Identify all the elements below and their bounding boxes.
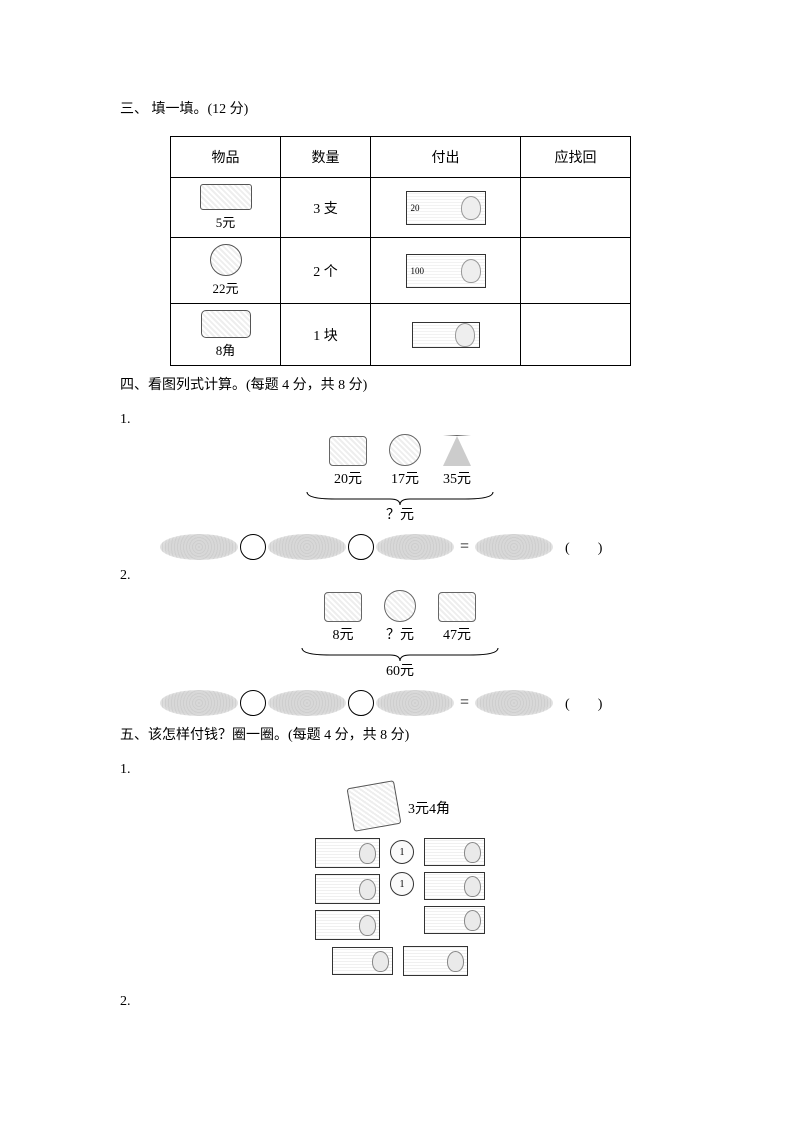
- blank-blob[interactable]: [376, 534, 454, 560]
- th-change: 应找回: [521, 137, 631, 178]
- qty-cell: 3 支: [281, 178, 371, 238]
- banknote-icon[interactable]: [315, 874, 380, 904]
- equation-row[interactable]: = ( ): [160, 534, 680, 560]
- banknote-100-icon: 100: [406, 254, 486, 288]
- burger-icon: [384, 590, 416, 622]
- price-label: 20元: [329, 468, 367, 488]
- fill-table: 物品 数量 付出 应找回 5元 3 支 20 22元 2: [170, 136, 631, 366]
- banknote-20-icon: 20: [406, 191, 486, 225]
- price-label: 47元: [438, 624, 476, 644]
- q4-2-items: 8元 ？元 47元: [120, 590, 680, 644]
- blank-blob[interactable]: [268, 690, 346, 716]
- book-icon: [347, 780, 402, 832]
- book-price: 3元4角: [408, 798, 450, 818]
- banknote-small-icon: [412, 322, 480, 348]
- blank-blob[interactable]: [160, 690, 238, 716]
- umbrella-icon: [443, 435, 471, 466]
- operator-blank[interactable]: [240, 690, 266, 716]
- portrait-icon: [455, 323, 475, 347]
- item-price: 8角: [175, 340, 276, 359]
- ball-icon: [210, 244, 242, 276]
- q5-1-number: 1.: [120, 762, 680, 778]
- q5-2-number: 2.: [120, 994, 680, 1010]
- blank-blob[interactable]: [475, 690, 553, 716]
- glasses-icon: [329, 436, 367, 466]
- equation-row[interactable]: = ( ): [160, 690, 680, 716]
- price-label: 8元: [324, 624, 362, 644]
- toothpaste-icon: [200, 184, 252, 210]
- banknote-icon[interactable]: [424, 872, 485, 900]
- equals-sign: =: [456, 538, 473, 556]
- operator-blank[interactable]: [348, 534, 374, 560]
- price-label: 35元: [443, 468, 471, 488]
- q4-1-number: 1.: [120, 412, 680, 428]
- blank-blob[interactable]: [160, 534, 238, 560]
- equals-sign: =: [456, 694, 473, 712]
- portrait-icon: [461, 196, 481, 220]
- banknote-icon[interactable]: [403, 946, 468, 976]
- bill-value: 20: [411, 203, 420, 213]
- table-row: 22元 2 个 100: [171, 238, 631, 304]
- portrait-icon: [461, 259, 481, 283]
- section-5-title: 五、该怎样付钱？圈一圈。(每题 4 分，共 8 分): [120, 724, 680, 744]
- unknown-label: ？元: [120, 504, 680, 524]
- coin-1-icon[interactable]: 1: [390, 872, 414, 896]
- table-row: 8角 1 块: [171, 304, 631, 366]
- blank-blob[interactable]: [475, 534, 553, 560]
- table-row: 5元 3 支 20: [171, 178, 631, 238]
- operator-blank[interactable]: [240, 534, 266, 560]
- q4-1-items: 20元 17元 35元: [120, 434, 680, 488]
- bill-value: 100: [411, 266, 425, 276]
- item-price: 22元: [175, 278, 276, 297]
- banknote-icon[interactable]: [315, 910, 380, 940]
- backpack-icon: [438, 592, 476, 622]
- blank-blob[interactable]: [268, 534, 346, 560]
- operator-blank[interactable]: [348, 690, 374, 716]
- banknote-icon[interactable]: [332, 947, 393, 975]
- unit-paren[interactable]: ( ): [565, 693, 602, 713]
- qty-cell: 2 个: [281, 238, 371, 304]
- unit-paren[interactable]: ( ): [565, 537, 602, 557]
- blank-blob[interactable]: [376, 690, 454, 716]
- pencilcase-icon: [324, 592, 362, 622]
- th-paid: 付出: [371, 137, 521, 178]
- qty-cell: 1 块: [281, 304, 371, 366]
- total-label: 60元: [120, 660, 680, 680]
- q4-2-number: 2.: [120, 568, 680, 584]
- banknote-icon[interactable]: [315, 838, 380, 868]
- change-cell[interactable]: [521, 178, 631, 238]
- section-3-title: 三、 填一填。(12 分): [120, 98, 680, 118]
- change-cell[interactable]: [521, 304, 631, 366]
- th-qty: 数量: [281, 137, 371, 178]
- banknote-icon[interactable]: [424, 906, 485, 934]
- section-4-title: 四、看图列式计算。(每题 4 分，共 8 分): [120, 374, 680, 394]
- coin-1-icon[interactable]: 1: [390, 840, 414, 864]
- flower-icon: [389, 434, 421, 466]
- banknote-icon[interactable]: [424, 838, 485, 866]
- item-price: 5元: [175, 212, 276, 231]
- th-item: 物品: [171, 137, 281, 178]
- price-label: 17元: [389, 468, 421, 488]
- money-options[interactable]: 1 1: [120, 838, 680, 940]
- change-cell[interactable]: [521, 238, 631, 304]
- price-label: ？元: [384, 624, 416, 644]
- eraser-icon: [201, 310, 251, 338]
